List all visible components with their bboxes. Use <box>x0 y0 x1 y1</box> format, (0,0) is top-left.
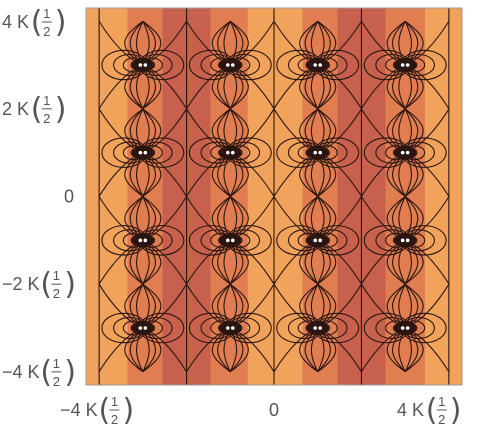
pole-point <box>313 150 318 155</box>
pole-point <box>143 326 148 330</box>
pole-point <box>400 63 405 67</box>
pole-halo <box>131 321 154 336</box>
y-tick-label-4-lparen: ( <box>40 355 52 390</box>
pole-point <box>400 238 405 243</box>
y-axis-ticks: 4 K(12)2 K(12)0−2 K(12)−4 K(12) <box>2 5 76 390</box>
y-tick-label-4-rparen: ) <box>64 355 76 390</box>
pole-point <box>138 238 143 243</box>
y-tick-label-4-prefix: −4 K <box>2 362 40 382</box>
pole-point <box>138 63 143 67</box>
y-tick-label-4-numerator: 1 <box>53 356 60 371</box>
pole-point <box>318 238 323 243</box>
pole-halo <box>306 233 329 248</box>
y-tick-label-3-prefix: −2 K <box>2 274 40 294</box>
pole-halo <box>306 145 329 160</box>
y-tick-label-0-rparen: ) <box>55 5 67 40</box>
pole-point <box>400 326 405 330</box>
pole-halo <box>219 321 242 336</box>
y-tick-label-1-numerator: 1 <box>43 93 50 108</box>
pole-halo <box>394 321 417 336</box>
pole-halo <box>131 233 154 248</box>
y-tick-label-1-prefix: 2 K <box>2 99 29 119</box>
y-tick-label-2-text: 0 <box>64 187 74 207</box>
x-tick-label-1: 0 <box>269 400 279 420</box>
y-tick-label-1-lparen: ( <box>31 92 43 127</box>
pole-halo <box>394 233 417 248</box>
pole-halo <box>131 57 154 72</box>
pole-point <box>225 150 230 155</box>
pole-halo <box>394 145 417 160</box>
pole-halo <box>394 57 417 72</box>
pole-point <box>225 326 230 330</box>
x-tick-label-0-rparen: ) <box>123 393 135 428</box>
x-axis-ticks: −4 K(12) 0 4 K(12) <box>60 393 461 428</box>
pole-halo <box>219 145 242 160</box>
x-tick-label-0-denominator: 2 <box>111 412 118 427</box>
pole-point <box>313 326 318 330</box>
y-tick-label-3-numerator: 1 <box>53 268 60 283</box>
pole-halo <box>306 321 329 336</box>
x-tick-label-2-denominator: 2 <box>438 412 445 427</box>
pole-point <box>143 63 148 67</box>
pole-halo <box>131 145 154 160</box>
y-tick-label-1: 2 K(1 2) <box>2 92 67 127</box>
pole-point <box>143 238 148 243</box>
x-tick-label-2-rparen: ) <box>450 393 462 428</box>
x-tick-label-2-numerator: 1 <box>438 394 445 409</box>
pole-point <box>318 63 323 67</box>
pole-point <box>318 150 323 155</box>
pole-halo <box>219 57 242 72</box>
y-tick-label-1-denominator: 2 <box>43 111 50 126</box>
y-tick-label-4-denominator: 2 <box>53 374 60 389</box>
singularity-points <box>131 57 417 336</box>
pole-point <box>405 326 410 330</box>
pole-point <box>313 238 318 243</box>
y-tick-label-0-lparen: ( <box>31 5 43 40</box>
x-tick-label-0-prefix: −4 K <box>60 400 98 420</box>
pole-halo <box>306 57 329 72</box>
y-tick-label-0-numerator: 1 <box>43 6 50 21</box>
x-tick-label-0-numerator: 1 <box>111 394 118 409</box>
pole-point <box>405 150 410 155</box>
y-tick-label-3-lparen: ( <box>40 267 52 302</box>
pole-point <box>230 326 235 330</box>
y-tick-label-3-rparen: ) <box>64 267 76 302</box>
x-tick-label-2: 4 K(1 2) <box>397 393 462 428</box>
x-tick-label-0-lparen: ( <box>99 393 111 428</box>
plot-frame <box>85 7 463 386</box>
y-tick-label-0-prefix: 4 K <box>2 12 29 32</box>
pole-point <box>138 150 143 155</box>
x-tick-label-2-prefix: 4 K <box>397 400 424 420</box>
pole-point <box>230 63 235 67</box>
y-tick-label-2: 0 <box>64 187 74 207</box>
pole-point <box>313 63 318 67</box>
pole-halo <box>219 233 242 248</box>
pole-point <box>230 238 235 243</box>
y-tick-label-0-denominator: 2 <box>43 24 50 39</box>
pole-point <box>400 150 405 155</box>
x-tick-label-2-lparen: ( <box>426 393 438 428</box>
pole-point <box>138 326 143 330</box>
pole-point <box>230 150 235 155</box>
y-tick-label-3: −2 K(1 2) <box>2 267 76 302</box>
pole-point <box>225 63 230 67</box>
y-tick-label-4: −4 K(1 2) <box>2 355 76 390</box>
x-tick-label-0: −4 K(1 2) <box>60 393 134 428</box>
y-tick-label-3-denominator: 2 <box>53 286 60 301</box>
pole-point <box>318 326 323 330</box>
pole-point <box>143 150 148 155</box>
y-tick-label-1-rparen: ) <box>55 92 67 127</box>
pole-point <box>225 238 230 243</box>
pole-point <box>405 63 410 67</box>
y-tick-label-0: 4 K(1 2) <box>2 5 67 40</box>
x-tick-label-1-text: 0 <box>269 400 279 420</box>
pole-point <box>405 238 410 243</box>
